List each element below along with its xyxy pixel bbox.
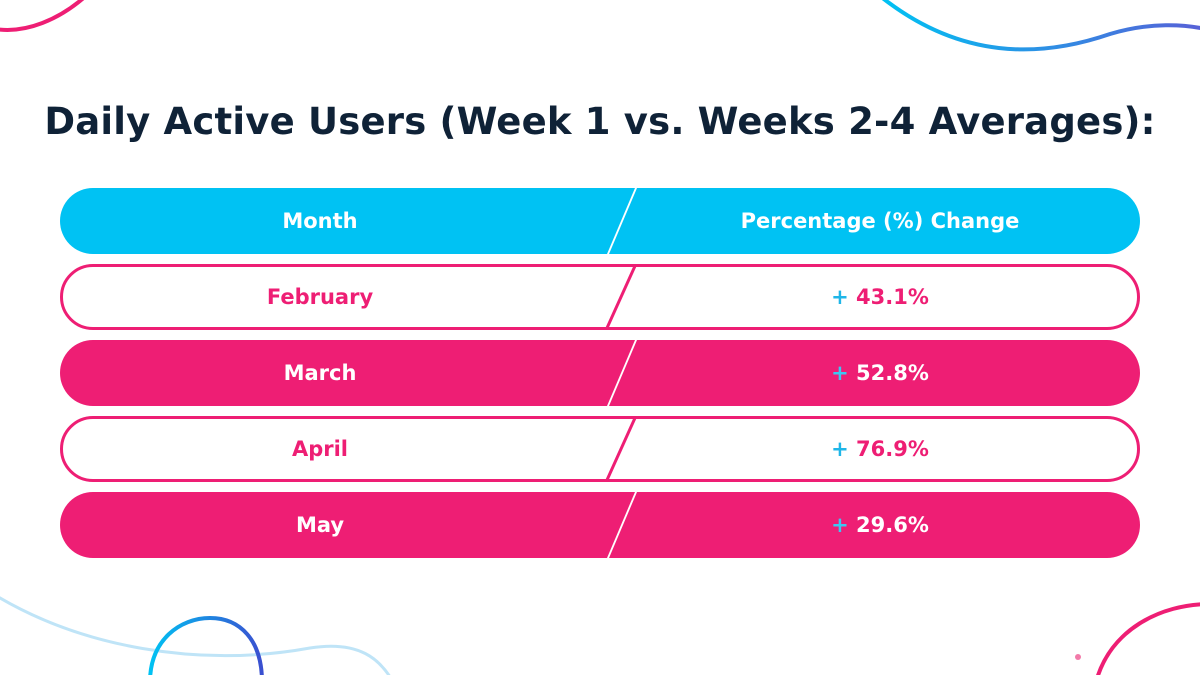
change-cell: + 52.8% [620,340,1140,406]
row-divider [605,265,637,329]
month-cell: April [291,437,349,461]
plus-sign: + [831,437,849,461]
plus-sign: + [831,361,849,385]
change-value: 76.9% [856,437,929,461]
row-background [60,340,1140,406]
header-right-shape [609,188,1140,254]
table-row: May + 29.6% [60,492,1140,558]
change-cell: + 43.1% [620,264,1140,330]
table-row: March + 52.8% [60,340,1140,406]
row-left-shape [60,340,635,406]
row-right-shape [609,340,1140,406]
row-left-shape [60,492,635,558]
table-row: April + 76.9% [60,416,1140,482]
data-table: Month Percentage (%) Change February + 4… [60,188,1140,560]
month-cell: May [295,513,345,537]
month-cell: March [283,361,357,385]
arc-bottom-left [148,615,264,675]
header-percentage-change: Percentage (%) Change [740,209,1020,233]
wave-top-right [881,0,1200,52]
table-header-row: Month Percentage (%) Change [60,188,1140,254]
header-left-shape [60,188,635,254]
row-right-shape [609,492,1140,558]
change-cell: + 29.6% [620,492,1140,558]
dot-bottom-right [1075,654,1081,660]
change-value: 29.6% [856,513,929,537]
wave-top-left [0,0,85,32]
chart-title: Daily Active Users (Week 1 vs. Weeks 2-4… [44,100,1156,143]
row-background [60,492,1140,558]
plus-sign: + [831,285,849,309]
arc-bottom-right [1096,602,1200,675]
row-outline [60,264,1140,330]
header-row-background [60,188,1140,254]
change-value: 52.8% [856,361,929,385]
row-background [60,416,1140,482]
row-outline [60,416,1140,482]
change-cell: + 76.9% [620,416,1140,482]
wave-bottom-left-faint [0,596,391,675]
plus-sign: + [831,513,849,537]
table-row: February + 43.1% [60,264,1140,330]
month-cell: February [266,285,374,309]
change-value: 43.1% [856,285,929,309]
row-background [60,264,1140,330]
row-divider [605,417,637,481]
header-month: Month [282,209,358,233]
